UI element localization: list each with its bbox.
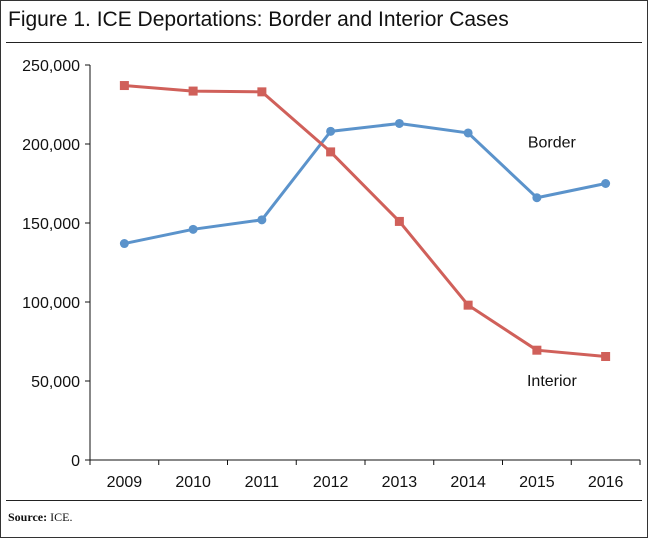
x-tick-label: 2011 bbox=[245, 474, 280, 491]
border-data-point bbox=[257, 215, 267, 225]
figure-title: Figure 1. ICE Deportations: Border and I… bbox=[8, 8, 509, 31]
x-tick-label: 2012 bbox=[313, 474, 349, 491]
y-tick-label: 250,000 bbox=[22, 58, 80, 75]
source-label: Source: bbox=[8, 510, 48, 524]
x-tick-label: 2013 bbox=[382, 474, 418, 491]
title-rule bbox=[6, 42, 642, 43]
border-data-point bbox=[119, 239, 129, 249]
y-tick-label: 200,000 bbox=[22, 137, 80, 154]
y-tick-label: 150,000 bbox=[22, 216, 80, 233]
interior-data-point bbox=[463, 300, 473, 310]
border-series-label: Border bbox=[528, 135, 577, 152]
interior-data-point bbox=[257, 87, 267, 97]
x-tick-label: 2009 bbox=[107, 474, 143, 491]
border-data-point bbox=[188, 224, 198, 234]
x-tick-label: 2014 bbox=[450, 474, 486, 491]
interior-series-line bbox=[124, 84, 606, 359]
border-data-point bbox=[394, 118, 404, 128]
interior-data-point bbox=[119, 81, 129, 91]
y-tick-label: 100,000 bbox=[22, 295, 80, 312]
interior-series-label: Interior bbox=[527, 373, 577, 390]
y-tick-label: 50,000 bbox=[31, 374, 80, 391]
x-tick-label: 2010 bbox=[175, 474, 211, 491]
border-series-line bbox=[124, 121, 606, 246]
x-tick-label: 2015 bbox=[519, 474, 555, 491]
border-data-point bbox=[463, 128, 473, 138]
source-note: Source: ICE. bbox=[8, 510, 72, 525]
border-data-point bbox=[601, 179, 611, 188]
y-tick-label: 0 bbox=[71, 453, 80, 470]
border-data-point bbox=[326, 126, 336, 136]
interior-data-point bbox=[326, 147, 336, 157]
chart-series-labels: Border Interior bbox=[527, 135, 577, 390]
chart-series bbox=[119, 81, 611, 362]
border-data-point bbox=[532, 193, 542, 203]
x-tick-label: 2016 bbox=[588, 474, 624, 491]
interior-data-point bbox=[532, 345, 542, 355]
chart-axes: 0 50,000 100,000 150,000 200,000 250,000 2009 2… bbox=[22, 58, 641, 491]
interior-data-point bbox=[601, 352, 611, 362]
interior-data-point bbox=[394, 216, 404, 226]
interior-data-point bbox=[188, 86, 198, 96]
source-text: ICE. bbox=[47, 510, 73, 524]
source-rule bbox=[6, 500, 642, 501]
